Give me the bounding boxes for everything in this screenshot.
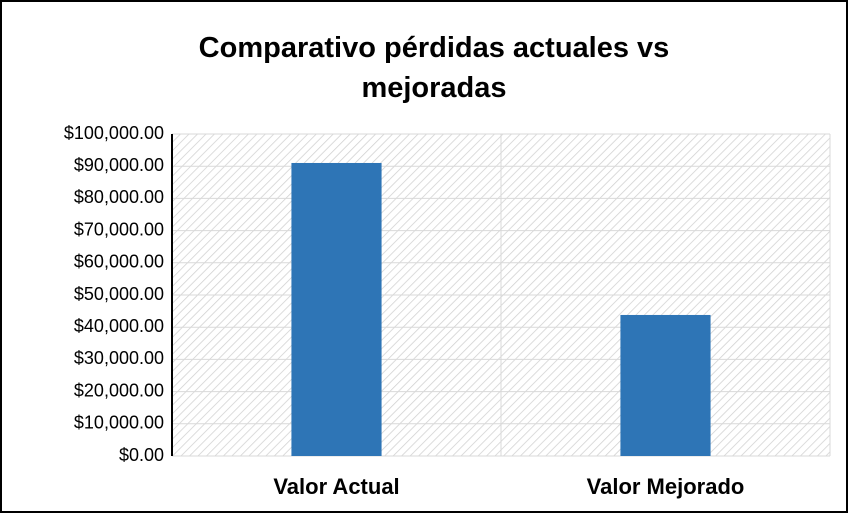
y-tick-label: $30,000.00 xyxy=(74,348,164,368)
bar xyxy=(620,314,711,456)
chart-title: Comparativo pérdidas actuales vs mejorad… xyxy=(198,32,670,104)
y-tick-label: $100,000.00 xyxy=(64,123,164,143)
y-tick-label: $80,000.00 xyxy=(74,187,164,207)
x-tick-label: Valor Mejorado xyxy=(587,474,745,499)
y-tick-label: $0.00 xyxy=(119,445,164,465)
y-tick-label: $90,000.00 xyxy=(74,155,164,175)
bar xyxy=(291,162,382,457)
x-tick-label: Valor Actual xyxy=(273,474,399,499)
y-tick-label: $20,000.00 xyxy=(74,380,164,400)
y-tick-label: $40,000.00 xyxy=(74,316,164,336)
y-tick-label: $50,000.00 xyxy=(74,284,164,304)
y-tick-label: $70,000.00 xyxy=(74,219,164,239)
y-tick-label: $60,000.00 xyxy=(74,252,164,272)
y-tick-label: $10,000.00 xyxy=(74,413,164,433)
